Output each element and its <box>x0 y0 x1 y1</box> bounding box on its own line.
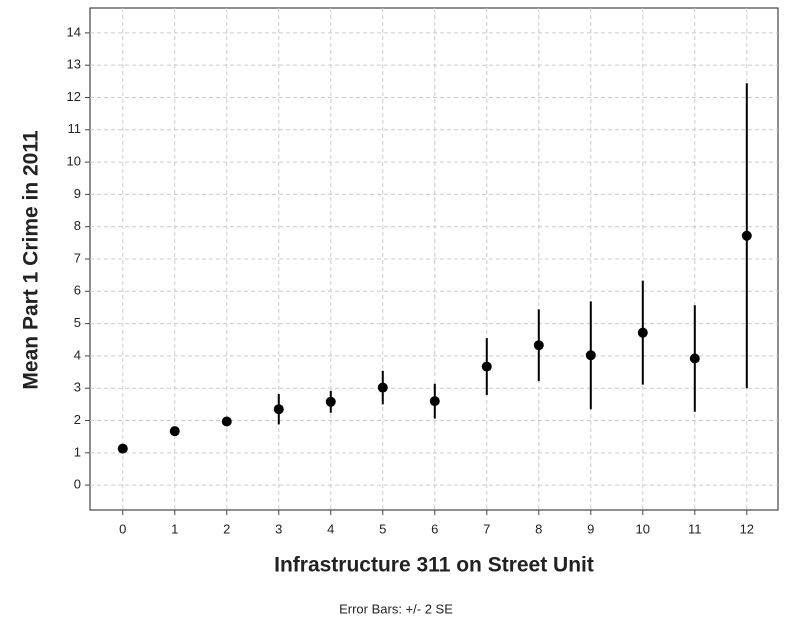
x-tick-label: 7 <box>483 521 490 536</box>
point <box>585 350 596 361</box>
y-tick-label: 14 <box>67 24 81 39</box>
x-tick-label: 9 <box>587 521 594 536</box>
y-tick-label: 1 <box>74 444 81 459</box>
point <box>741 230 752 241</box>
y-tick-label: 10 <box>67 154 81 169</box>
note: Error Bars: +/- 2 SE <box>339 601 453 616</box>
x-tick-label: 4 <box>327 521 334 536</box>
point <box>481 361 492 372</box>
point <box>325 396 336 407</box>
x-tick-label: 6 <box>431 521 438 536</box>
point <box>273 404 284 415</box>
x-tick-label: 3 <box>275 521 282 536</box>
y-tick-label: 5 <box>74 315 81 330</box>
point <box>169 426 180 437</box>
x-tick-label: 5 <box>379 521 386 536</box>
point <box>221 416 232 427</box>
x-tick-label: 12 <box>740 521 754 536</box>
point <box>689 353 700 364</box>
point <box>377 382 388 393</box>
x-tick-label: 10 <box>636 521 650 536</box>
y-tick-label: 2 <box>74 412 81 427</box>
y-tick-label: 13 <box>67 57 81 72</box>
x-axis-title: Infrastructure 311 on Street Unit <box>274 554 594 577</box>
x-tick-label: 2 <box>223 521 230 536</box>
point <box>533 340 544 351</box>
x-tick-label: 1 <box>171 521 178 536</box>
point <box>117 443 128 454</box>
y-tick-label: 7 <box>74 250 81 265</box>
point <box>429 396 440 407</box>
y-tick-label: 4 <box>74 347 81 362</box>
y-tick-label: 0 <box>74 477 81 492</box>
point <box>637 327 648 338</box>
x-tick-label: 0 <box>119 521 126 536</box>
y-tick-label: 8 <box>74 218 81 233</box>
y-tick-label: 3 <box>74 380 81 395</box>
y-tick-label: 11 <box>68 121 82 136</box>
y-axis-title: Mean Part 1 Crime in 2011 <box>20 130 43 389</box>
y-tick-label: 12 <box>67 89 81 104</box>
y-tick-label: 6 <box>74 283 81 298</box>
y-tick-label: 9 <box>74 186 81 201</box>
x-tick-label: 11 <box>688 521 702 536</box>
x-tick-label: 8 <box>535 521 542 536</box>
